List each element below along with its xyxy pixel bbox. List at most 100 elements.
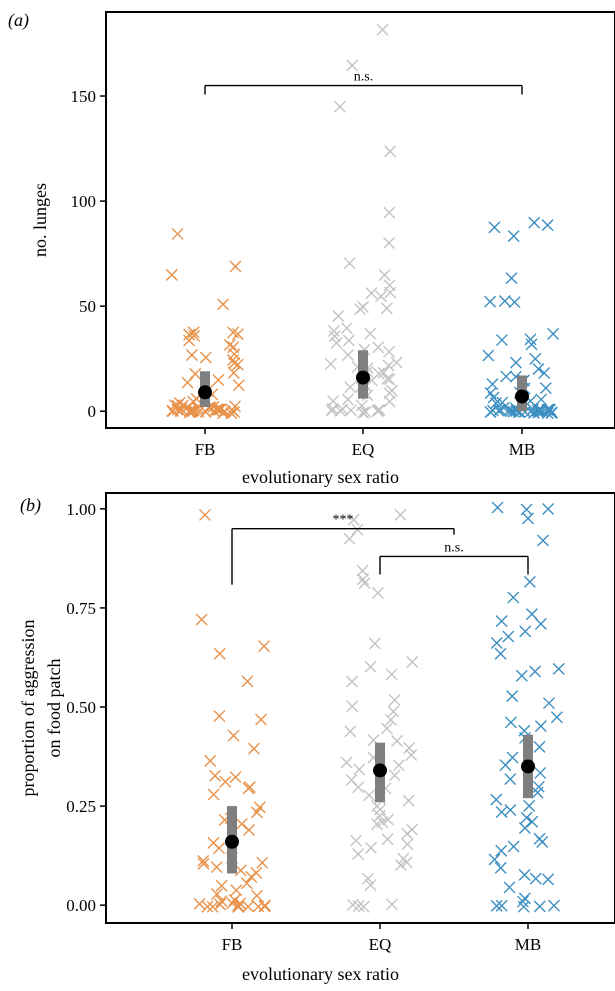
data-point xyxy=(382,359,395,372)
data-point xyxy=(541,219,554,232)
data-point xyxy=(534,766,547,779)
data-point xyxy=(518,821,531,834)
data-point xyxy=(536,836,549,849)
x-axis-title: evolutionary sex ratio xyxy=(242,964,399,984)
data-point xyxy=(240,877,253,890)
data-point xyxy=(343,257,356,270)
data-point xyxy=(325,404,338,417)
data-point xyxy=(234,864,247,877)
data-point xyxy=(387,705,400,718)
data-point xyxy=(232,379,245,392)
data-point xyxy=(482,349,495,362)
plot-frame xyxy=(105,492,615,924)
data-point xyxy=(344,381,357,394)
data-point xyxy=(171,403,184,416)
data-point xyxy=(346,59,359,72)
data-point xyxy=(508,296,521,309)
data-point xyxy=(388,769,401,782)
y-tick-label: 0.25 xyxy=(66,797,96,816)
data-point xyxy=(523,575,536,588)
data-point xyxy=(504,773,517,786)
data-point xyxy=(229,771,242,784)
data-point xyxy=(215,895,228,908)
data-point xyxy=(534,720,547,733)
data-point xyxy=(394,858,407,871)
data-point xyxy=(534,617,547,630)
data-point xyxy=(526,815,539,828)
data-point xyxy=(256,856,269,869)
data-point xyxy=(332,309,345,322)
data-point xyxy=(533,740,546,753)
data-point xyxy=(371,818,383,831)
data-point xyxy=(356,573,369,586)
data-point xyxy=(213,710,226,723)
data-point xyxy=(548,899,560,912)
data-point xyxy=(216,407,229,420)
x-tick-label: EQ xyxy=(352,440,375,459)
x-tick-label: MB xyxy=(515,935,541,954)
data-point xyxy=(484,295,497,308)
data-point xyxy=(495,615,508,628)
data-point xyxy=(494,861,507,874)
data-point xyxy=(376,23,389,36)
data-point xyxy=(535,393,548,406)
data-point xyxy=(197,854,210,867)
y-axis-title: no. lunges xyxy=(30,183,50,257)
data-point xyxy=(488,221,501,234)
data-point xyxy=(525,608,538,621)
data-point xyxy=(528,216,541,229)
data-point xyxy=(183,406,196,419)
data-point xyxy=(541,407,554,420)
data-point xyxy=(385,668,398,681)
median-point xyxy=(356,370,370,385)
data-point xyxy=(230,884,243,897)
data-point xyxy=(517,900,530,913)
data-point xyxy=(375,290,388,303)
data-point xyxy=(213,647,226,660)
data-point xyxy=(255,713,268,726)
data-point xyxy=(227,729,240,742)
data-point xyxy=(185,348,198,361)
data-point xyxy=(504,804,517,817)
data-point xyxy=(529,352,542,365)
data-point xyxy=(371,405,384,418)
data-point xyxy=(354,303,367,316)
data-point xyxy=(250,866,263,879)
data-point xyxy=(342,349,355,362)
series-eq xyxy=(324,23,403,419)
y-tick-label: 1.00 xyxy=(66,500,96,519)
data-point xyxy=(228,357,241,370)
data-point xyxy=(327,325,340,337)
data-point xyxy=(219,775,232,788)
data-point xyxy=(380,722,393,735)
data-point xyxy=(502,630,515,643)
data-point xyxy=(358,577,371,590)
data-point xyxy=(217,298,230,311)
data-point xyxy=(542,697,555,710)
median-point xyxy=(515,389,529,404)
x-tick-label: FB xyxy=(195,440,216,459)
data-point xyxy=(334,404,347,417)
data-point xyxy=(405,748,418,761)
data-point xyxy=(490,637,503,650)
data-point xyxy=(522,512,535,525)
data-point xyxy=(247,742,260,755)
data-point xyxy=(542,873,555,886)
data-point xyxy=(213,842,226,855)
data-point xyxy=(381,833,394,846)
data-point xyxy=(403,741,416,754)
data-point xyxy=(215,879,228,892)
data-point xyxy=(363,789,376,802)
data-point xyxy=(171,227,184,240)
data-point xyxy=(350,834,363,847)
data-point xyxy=(250,806,263,819)
data-point xyxy=(209,769,222,782)
significance-bracket: *** xyxy=(231,513,455,585)
data-point xyxy=(515,669,528,682)
data-point xyxy=(383,387,396,400)
data-point xyxy=(368,637,381,650)
data-point xyxy=(183,334,196,347)
data-point xyxy=(381,372,394,385)
data-point xyxy=(529,872,542,885)
